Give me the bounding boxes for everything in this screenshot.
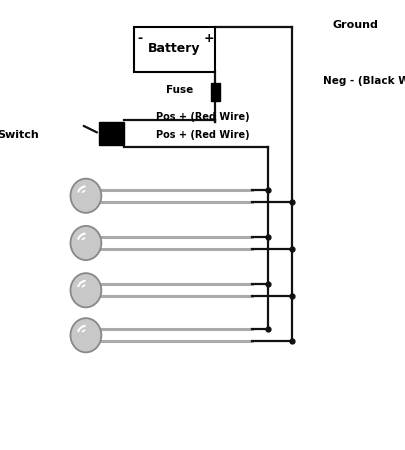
Text: Pos + (Red Wire): Pos + (Red Wire)	[156, 112, 249, 122]
Bar	[134, 27, 215, 72]
Circle shape	[70, 273, 101, 307]
Text: Battery: Battery	[148, 42, 200, 54]
Text: -: -	[137, 32, 142, 45]
Text: Fuse: Fuse	[165, 85, 192, 95]
Circle shape	[70, 226, 101, 260]
Text: Pos + (Red Wire): Pos + (Red Wire)	[156, 130, 249, 140]
Circle shape	[70, 179, 101, 213]
Bar	[210, 83, 219, 101]
Text: Neg - (Black Wire): Neg - (Black Wire)	[322, 76, 405, 86]
Circle shape	[70, 318, 101, 352]
Text: Switch: Switch	[0, 130, 38, 140]
Text: Ground: Ground	[332, 20, 378, 30]
Bar	[99, 122, 124, 145]
Text: +: +	[203, 32, 214, 45]
